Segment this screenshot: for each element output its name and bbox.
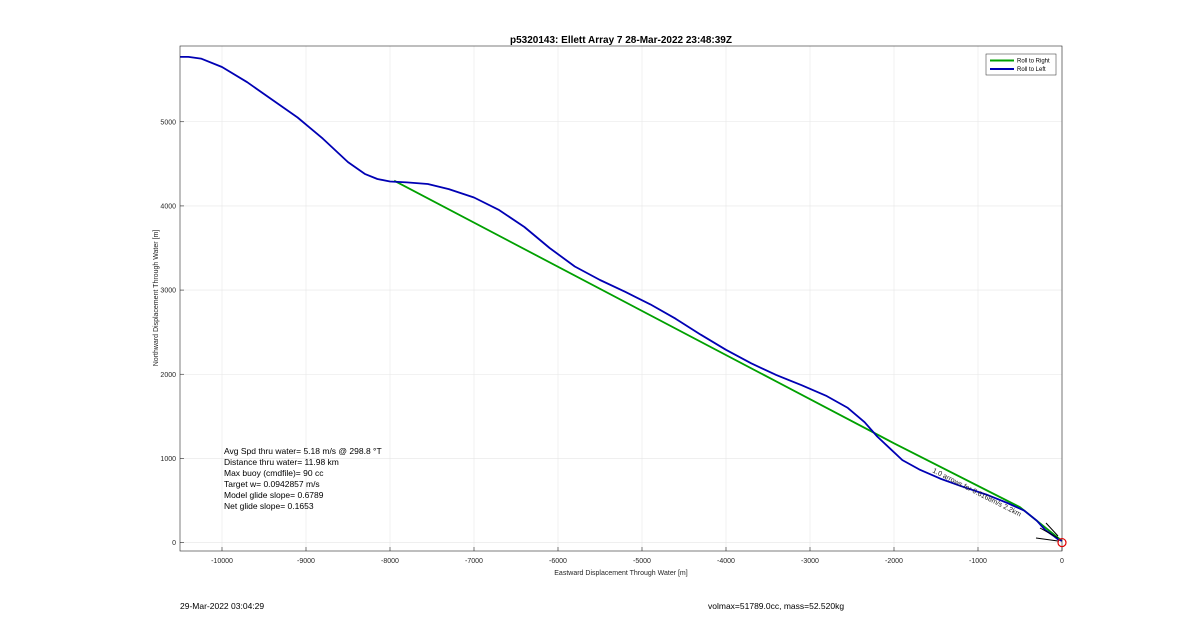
series-line-roll-left bbox=[180, 56, 1063, 542]
x-tick-label: -1000 bbox=[969, 558, 987, 565]
x-tick-label: -4000 bbox=[717, 558, 735, 565]
stats-block: Avg Spd thru water= 5.18 m/s @ 298.8 °T … bbox=[224, 446, 382, 511]
y-tick-label: 3000 bbox=[160, 288, 176, 295]
arrow-line-1 bbox=[1039, 527, 1059, 539]
x-tick-label: -8000 bbox=[381, 558, 399, 565]
stat-distance: Distance thru water= 11.98 km bbox=[224, 457, 339, 467]
y-axis-label: Northward Displacement Through Water [m] bbox=[153, 230, 160, 367]
stat-net-glide: Net glide slope= 0.1653 bbox=[224, 501, 314, 511]
end-point-marker bbox=[1057, 537, 1067, 548]
footer-vol-mass: volmax=51789.0cc, mass=52.520kg bbox=[708, 601, 845, 611]
y-tick-label: 1000 bbox=[160, 456, 176, 463]
legend-label-roll-right: Roll to Right bbox=[1017, 59, 1050, 65]
arrow-line-2 bbox=[1035, 537, 1059, 542]
legend: Roll to Right Roll to Left bbox=[985, 53, 1057, 76]
x-tick-labels: -10000 -9000 -8000 -7000 -6000 -5000 -4000 -300… bbox=[211, 547, 1064, 565]
stat-avg-speed: Avg Spd thru water= 5.18 m/s @ 298.8 °T bbox=[224, 446, 382, 456]
plot-frame bbox=[179, 45, 1063, 552]
y-tick-labels: 0 1000 2000 3000 4000 5000 bbox=[160, 119, 184, 547]
x-tick-label: -10000 bbox=[211, 558, 233, 565]
x-tick-label: 0 bbox=[1060, 558, 1064, 565]
footer-timestamp: 29-Mar-2022 03:04:29 bbox=[180, 601, 265, 611]
x-tick-label: -5000 bbox=[633, 558, 651, 565]
chart-title: p5320143: Ellett Array 7 28-Mar-2022 23:… bbox=[510, 35, 732, 46]
y-tick-label: 5000 bbox=[160, 119, 176, 126]
stat-max-buoy: Max buoy (cmdfile)= 90 cc bbox=[224, 468, 324, 478]
x-axis-label: Eastward Displacement Through Water [m] bbox=[554, 570, 687, 577]
x-tick-label: -2000 bbox=[885, 558, 903, 565]
x-tick-label: -9000 bbox=[297, 558, 315, 565]
legend-label-roll-left: Roll to Left bbox=[1017, 67, 1046, 73]
stat-target-w: Target w= 0.0942857 m/s bbox=[224, 479, 320, 489]
x-tick-label: -6000 bbox=[549, 558, 567, 565]
x-tick-label: -3000 bbox=[801, 558, 819, 565]
series-lines bbox=[180, 56, 1063, 542]
arrow-line-3 bbox=[1045, 522, 1059, 537]
stat-model-glide: Model glide slope= 0.6789 bbox=[224, 490, 324, 500]
y-tick-label: 0 bbox=[172, 540, 176, 547]
y-tick-label: 2000 bbox=[160, 372, 176, 379]
x-tick-label: -7000 bbox=[465, 558, 483, 565]
y-tick-label: 4000 bbox=[160, 203, 176, 210]
